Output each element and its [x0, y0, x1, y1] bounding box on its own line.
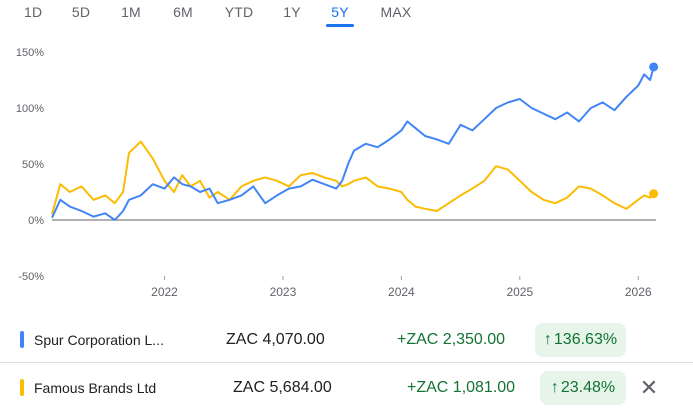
tab-1m[interactable]: 1M [121, 4, 141, 20]
x-tick-label: 2025 [506, 285, 533, 299]
y-tick-label: 50% [22, 159, 44, 171]
arrow-up-icon: ↑ [550, 379, 559, 396]
quote-price: ZAC 5,684.00 [233, 379, 332, 396]
y-tick-label: 150% [16, 47, 44, 59]
series-line [51, 140, 655, 215]
price-chart[interactable]: 150% 100% 50% 0% -50% 2022 2023 2024 2025 2026 [0, 30, 693, 310]
tab-ytd[interactable]: YTD [224, 4, 254, 20]
tab-1d[interactable]: 1D [24, 4, 43, 20]
arrow-up-icon: ↑ [543, 331, 552, 348]
x-tick-label: 2024 [388, 285, 415, 299]
tab-max[interactable]: MAX [380, 4, 412, 20]
quote-change: +ZAC 1,081.00 [407, 379, 516, 396]
quote-name: Spur Corporation L... [34, 332, 164, 348]
quote-row-famous-brands[interactable]: Famous Brands Ltd ZAC 5,684.00 +ZAC 1,08… [0, 362, 693, 413]
series-color-swatch [20, 379, 24, 396]
x-tick-label: 2026 [625, 285, 652, 299]
x-tick-label: 2022 [151, 285, 178, 299]
tab-5y[interactable]: 5Y [331, 4, 349, 20]
y-tick-label: -50% [18, 271, 44, 283]
quote-change: +ZAC 2,350.00 [397, 331, 506, 348]
tab-6m[interactable]: 6M [173, 4, 193, 20]
quote-price: ZAC 4,070.00 [226, 331, 325, 348]
close-icon[interactable]: ✕ [639, 375, 659, 400]
y-tick-label: 100% [16, 103, 44, 115]
tab-5d[interactable]: 5D [71, 4, 91, 20]
percent-change-badge: ↑ 23.48% [540, 371, 626, 405]
range-tabs: 1D 5D 1M 6M YTD 1Y 5Y MAX [0, 0, 693, 30]
series-endpoint-dot [649, 189, 659, 199]
series-color-swatch [20, 331, 24, 348]
x-tick-label: 2023 [270, 285, 297, 299]
percent-change-value: 136.63% [553, 331, 618, 348]
y-tick-label: 0% [28, 215, 44, 227]
quote-name: Famous Brands Ltd [34, 380, 157, 396]
active-tab-indicator [326, 24, 354, 27]
series-line [51, 66, 655, 221]
percent-change-badge: ↑ 136.63% [535, 323, 626, 357]
percent-change-value: 23.48% [560, 379, 616, 396]
series-endpoint-dot [649, 62, 659, 72]
quote-row-spur[interactable]: Spur Corporation L... ZAC 4,070.00 +ZAC … [0, 315, 693, 365]
tab-1y[interactable]: 1Y [283, 4, 301, 20]
